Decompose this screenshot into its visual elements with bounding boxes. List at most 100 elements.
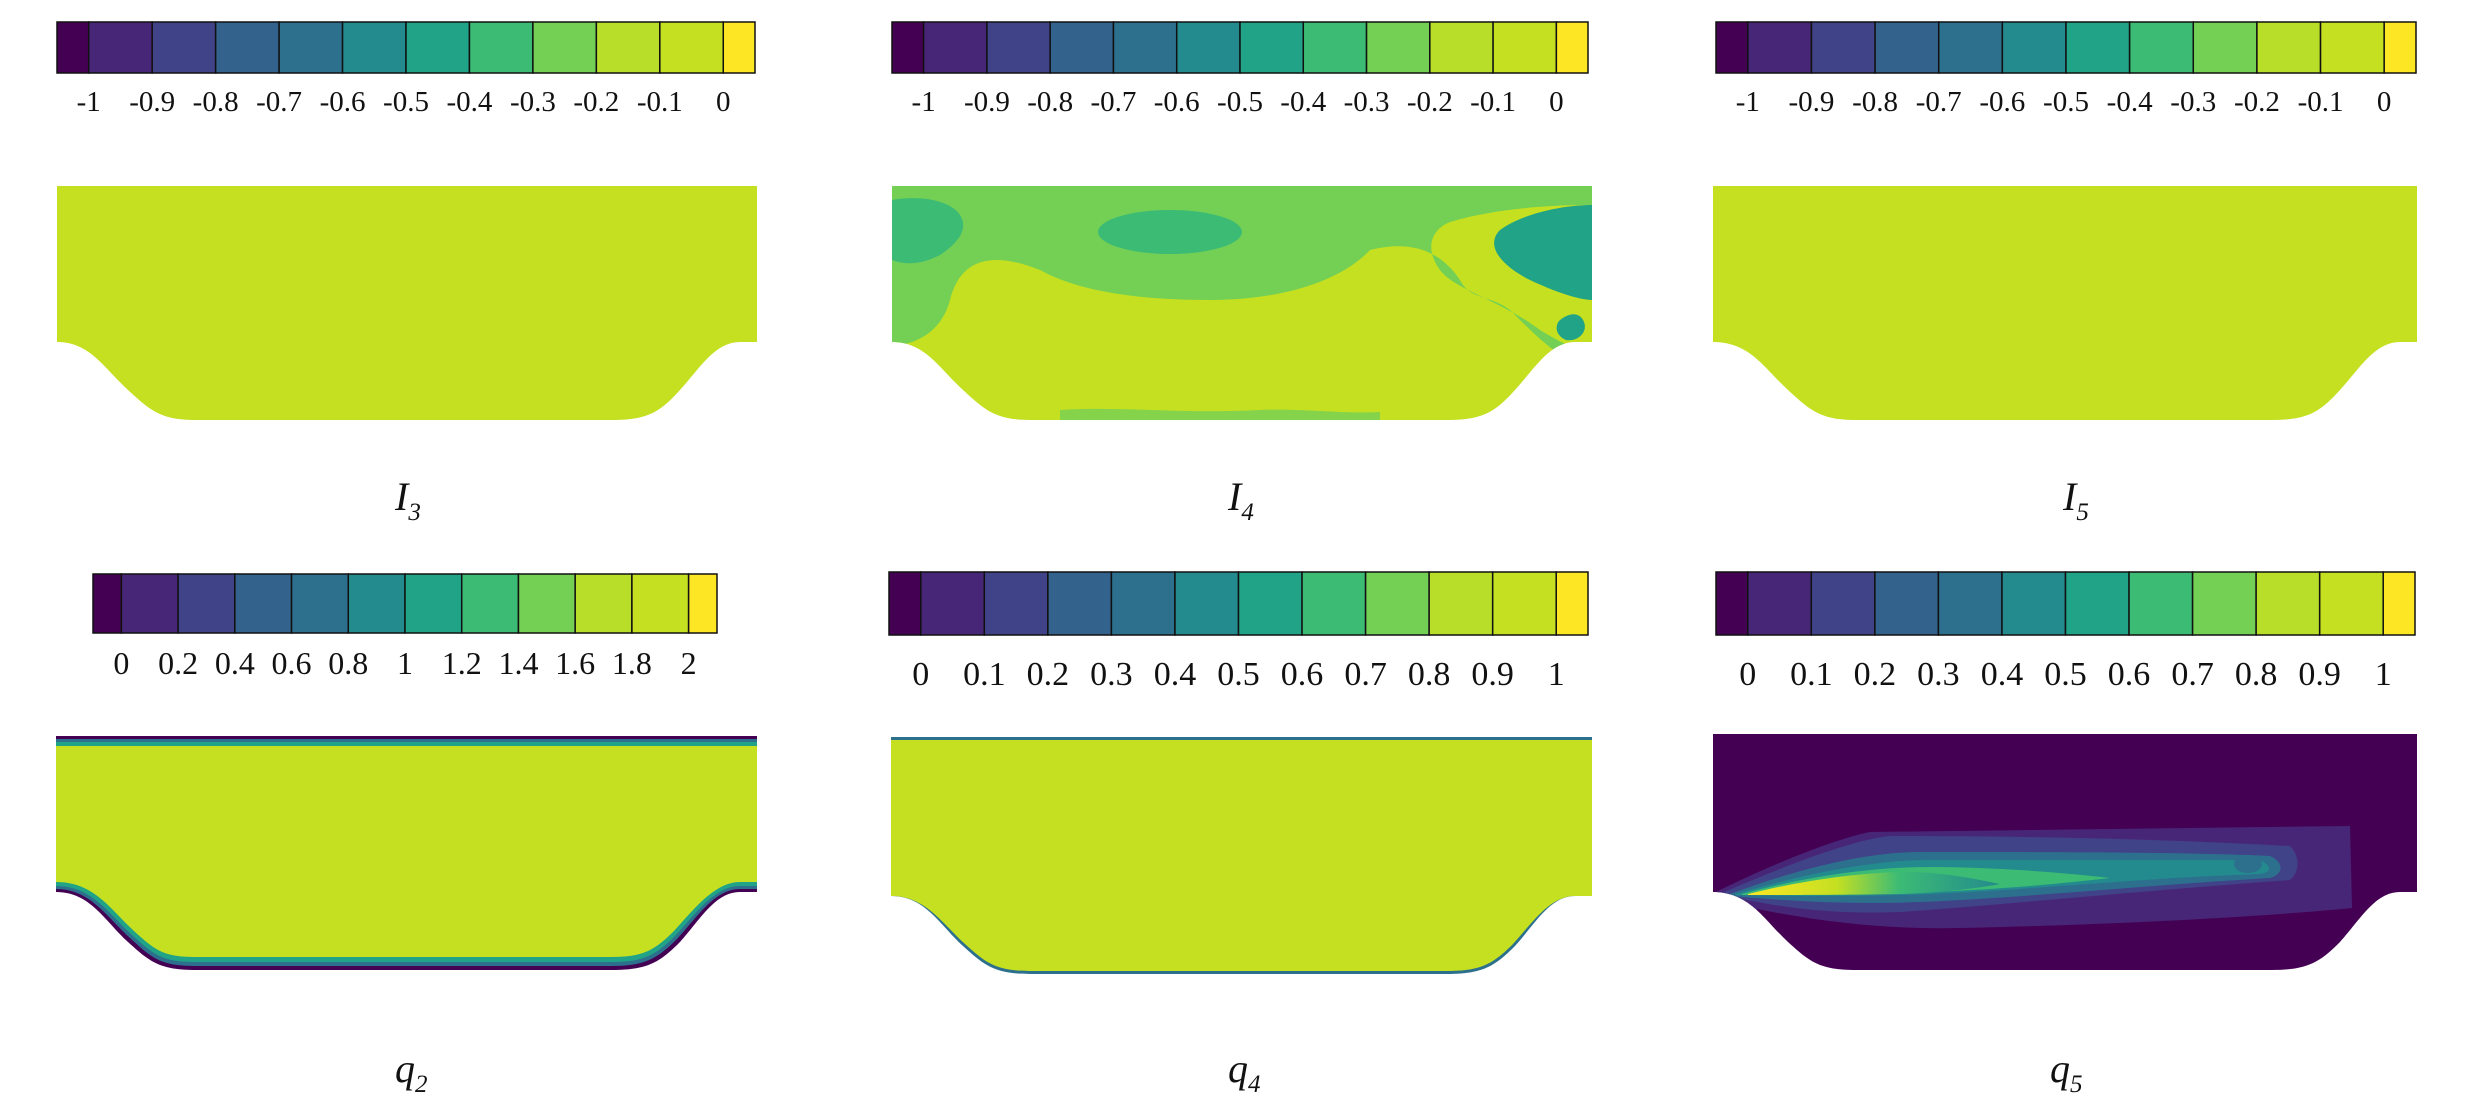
colorbar-cell [2318,571,2384,636]
colorbar-tick-label: -0.1 [637,86,683,118]
colorbar-cell [2064,571,2130,636]
caption-sub: 4 [1248,1071,1261,1098]
colorbar-tick-label: 0.4 [1981,656,2024,693]
colorbar-tick-label: -0.2 [573,86,619,118]
colorbar-cell [1428,571,1494,636]
colorbar-tick-label: 0.4 [215,645,255,681]
panel-I5: -1 -0.9 -0.8 -0.7 -0.6 -0.5 -0.4 -0.3 -0.2 -0.1 0 … [1713,21,2417,526]
colorbar-tick-label: 0.8 [328,645,368,681]
colorbar-tick-label: -0.1 [1470,86,1516,118]
colorbar-I3: -1 -0.9 -0.8 -0.7 -0.6 -0.5 -0.4 -0.3 -0.2 -0.1 0 [56,21,756,118]
caption-main: q [1228,1046,1248,1091]
colorbar-tick-label: 0.7 [2171,656,2214,693]
colorbar-cell [460,573,520,634]
colorbar-cell [722,21,756,74]
colorbar-cell [888,571,922,636]
colorbar-tick-label: -0.8 [193,86,239,118]
colorbar-q4: 0 0.1 0.2 0.3 0.4 0.5 0.6 0.7 0.8 0.9 1 [888,571,1589,693]
colorbar-cell [1491,571,1557,636]
colorbar-tick-label: 0 [1549,86,1564,118]
colorbar-cell [1049,21,1115,74]
colorbar-tick-label: -0.2 [1407,86,1453,118]
panel-q2: 0 0.2 0.4 0.6 0.8 1 1.2 1.4 1.6 1.8 2 q2 [56,573,757,1098]
caption-sub: 5 [2076,499,2089,526]
field-fill [891,740,1592,971]
colorbar-tick-label: 0.6 [1281,656,1324,693]
colorbar-cell [234,573,293,634]
colorbar-tick-label: -0.8 [1852,86,1898,118]
colorbar-tick-label: 1 [397,645,413,681]
colorbar-cell [2256,21,2322,74]
colorbar-cell [87,21,153,74]
caption-sub: 3 [407,499,421,526]
colorbar-cell [517,573,576,634]
colorbar-tick-label: 2 [681,645,697,681]
colorbar-tick-label: -0.5 [2043,86,2089,118]
colorbar-cell [2383,21,2417,74]
colorbar-cell [177,573,236,634]
field-fill [56,746,757,957]
colorbar-tick-label: -0.1 [2298,86,2344,118]
caption-sub: 5 [2070,1071,2083,1098]
contour-plot-q4 [891,737,1592,974]
colorbar-cell [687,573,718,634]
contour-plot-I3 [57,186,757,420]
colorbar-tick-label: 0 [113,645,129,681]
colorbar-tick-label: 0.6 [2108,656,2151,693]
colorbar-q2: 0 0.2 0.4 0.6 0.8 1 1.2 1.4 1.6 1.8 2 [92,573,718,681]
contour-plot-q2 [56,736,757,970]
colorbar-tick-label: 0.2 [1027,656,1070,693]
colorbar-I5: -1 -0.9 -0.8 -0.7 -0.6 -0.5 -0.4 -0.3 -0.2 -0.1 0 [1715,21,2417,118]
colorbar-cell [986,21,1051,74]
colorbar-cell [1874,571,1940,636]
colorbar-tick-label: 0.6 [272,645,312,681]
caption-main: I [1227,474,1243,519]
colorbar-tick-label: 0.8 [2235,656,2278,693]
colorbar-cell [574,573,633,634]
colorbar-tick-label: -0.9 [1788,86,1834,118]
colorbar-cell [1239,21,1305,74]
colorbar-cell [1747,571,1813,636]
panel-q4: 0 0.1 0.2 0.3 0.4 0.5 0.6 0.7 0.8 0.9 1 q4 [888,571,1592,1098]
colorbar-tick-label: -0.4 [1280,86,1326,118]
caption-main: q [395,1046,415,1091]
contour-band-right [1494,205,1592,300]
colorbar-tick-label: 0.4 [1154,656,1197,693]
colorbar-tick-label: -0.7 [1090,86,1136,118]
colorbar-cell [595,21,661,74]
colorbar-tick-label: -0.2 [2234,86,2280,118]
colorbar-tick-label: -0.4 [446,86,492,118]
colorbar-cell [1302,21,1368,74]
colorbar-tick-label: -0.3 [2170,86,2216,118]
colorbar-cell [1301,571,1367,636]
caption-sub: 2 [415,1071,428,1098]
colorbar-tick-label: 0.2 [1854,656,1897,693]
colorbar-cell [1364,571,1430,636]
colorbar-tick-label: 1.4 [498,645,538,681]
colorbar-cell [891,21,925,74]
colorbar-tick-label: 0.1 [1790,656,1833,693]
colorbar-tick-label: 0.5 [1217,656,1260,693]
colorbar-tick-label: -0.3 [510,86,556,118]
caption-q4: q4 [1228,1046,1261,1098]
colorbar-cell [347,573,406,634]
colorbar-cell [983,571,1049,636]
colorbar-cell [2382,571,2416,636]
colorbar-cell [1715,571,1749,636]
colorbar-tick-label: -0.6 [320,86,366,118]
colorbar-cell [290,573,350,634]
colorbar-cell [2319,21,2385,74]
colorbar-tick-label: 1 [2375,656,2392,693]
colorbar-tick-label: 0 [912,656,929,693]
colorbar-cell [1715,21,1749,74]
colorbar-cell [922,21,988,74]
colorbar-cell [1555,21,1589,74]
colorbar-cell [2001,21,2067,74]
colorbar-tick-label: -0.7 [1916,86,1962,118]
colorbar-tick-label: 0.3 [1917,656,1960,693]
colorbar-tick-label: -0.5 [383,86,429,118]
colorbar-cell [1810,21,1876,74]
panel-q5: 0 0.1 0.2 0.3 0.4 0.5 0.6 0.7 0.8 0.9 1 q5 [1713,571,2417,1098]
colorbar-tick-label: 0.3 [1090,656,1133,693]
